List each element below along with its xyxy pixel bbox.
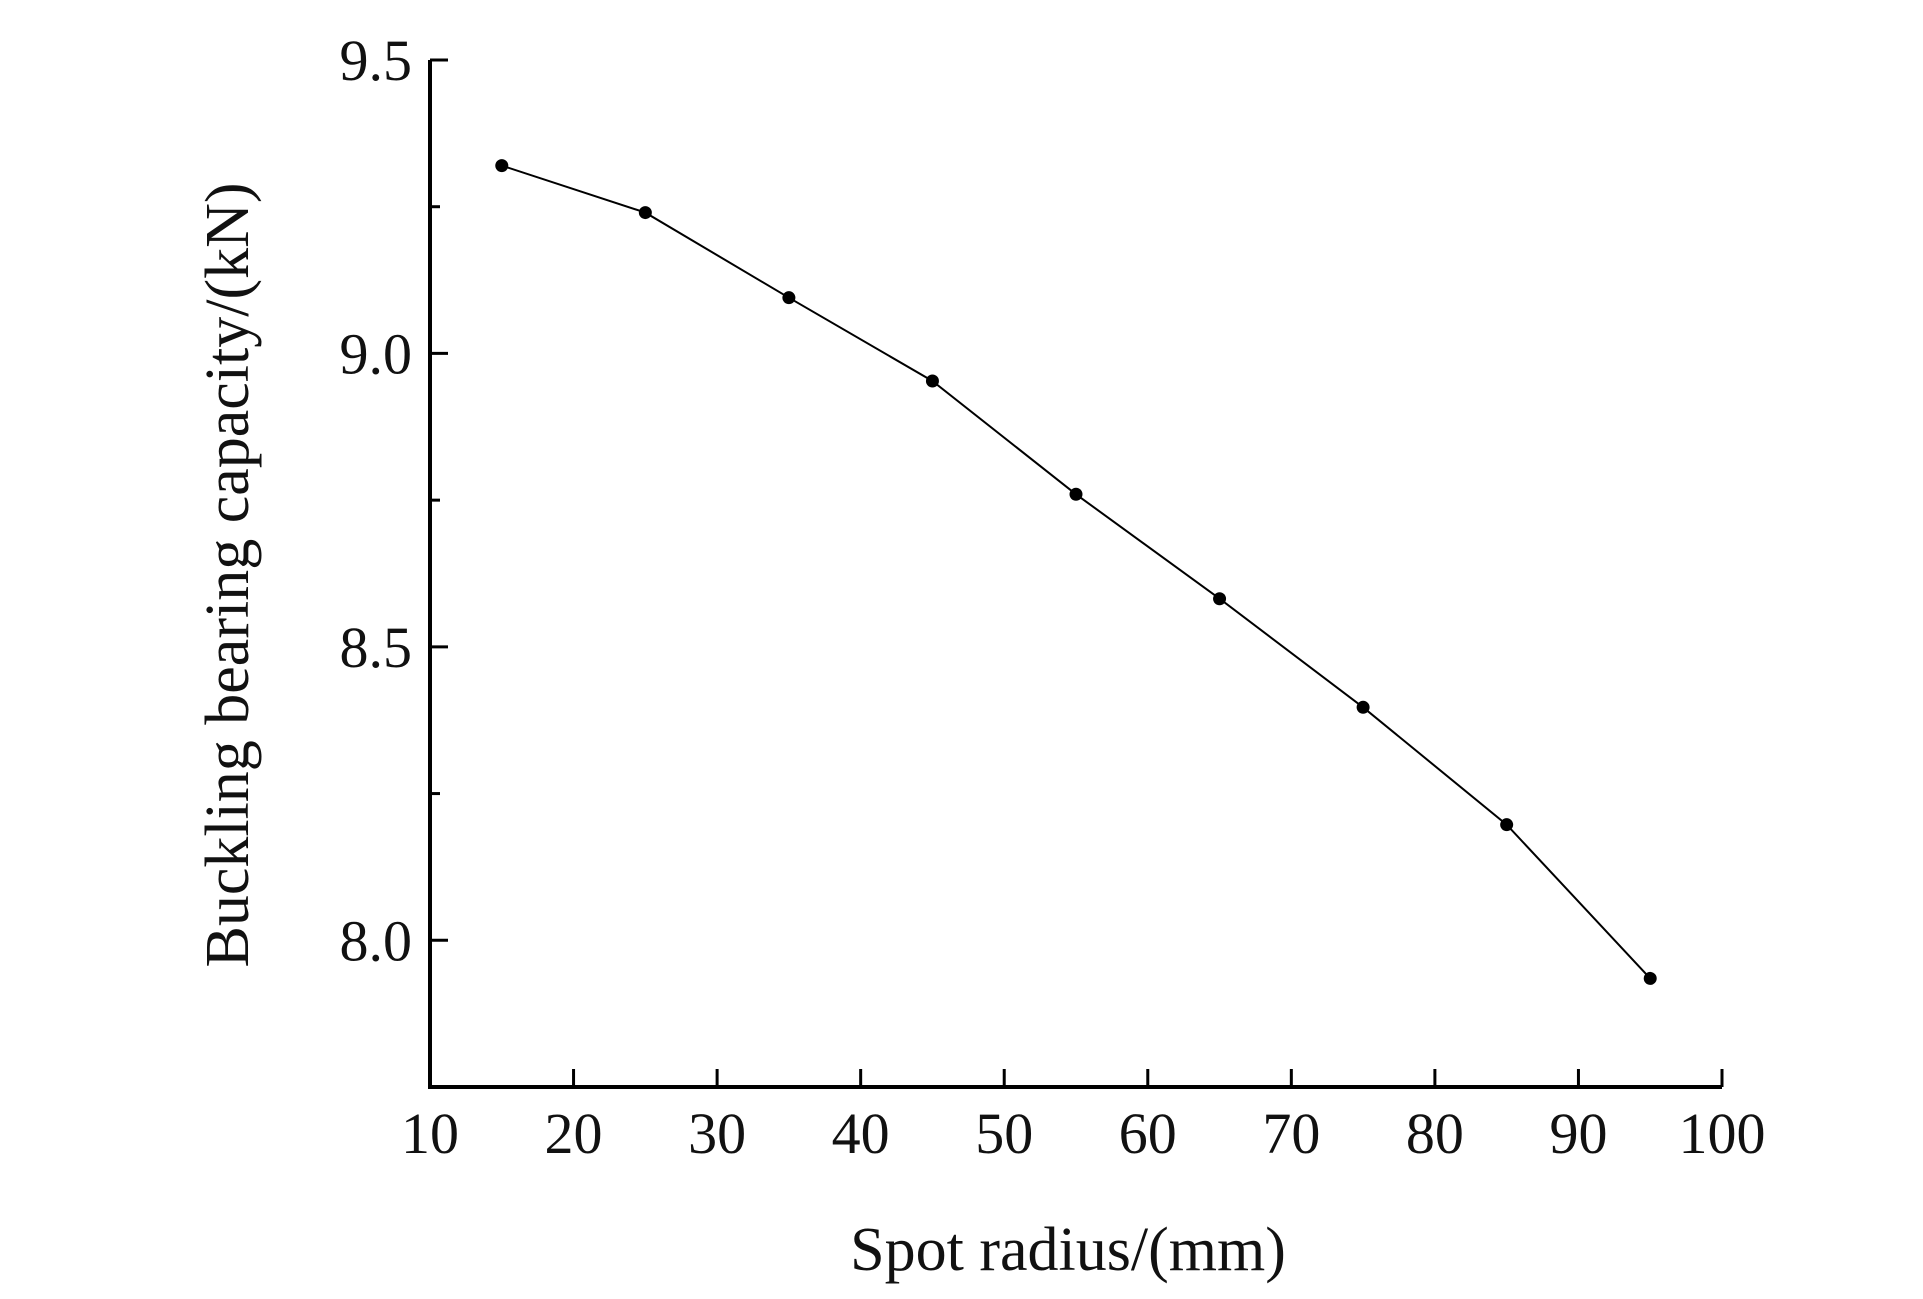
series-line — [501, 164, 1651, 980]
x-tick-label: 40 — [832, 1101, 890, 1166]
x-tick-label: 80 — [1406, 1101, 1464, 1166]
series-lines — [501, 164, 1651, 980]
data-point — [638, 206, 652, 220]
x-axis-title: Spot radius/(mm) — [850, 1216, 1286, 1284]
data-point — [1500, 818, 1514, 832]
x-tick-label: 70 — [1262, 1101, 1320, 1166]
data-point — [1643, 971, 1657, 985]
data-point — [1356, 700, 1370, 714]
x-tick-label: 100 — [1679, 1101, 1766, 1166]
data-point — [1213, 592, 1227, 606]
data-point — [782, 291, 796, 305]
x-tick-label: 20 — [545, 1101, 603, 1166]
data-point — [925, 374, 939, 388]
x-tick-label: 30 — [688, 1101, 746, 1166]
y-tick-label: 8.0 — [340, 908, 413, 973]
series-points — [495, 159, 1657, 985]
y-axis-ticks: 8.0 8.5 9.0 9.5 — [340, 28, 448, 973]
y-tick-label: 8.5 — [340, 615, 413, 680]
plot-area: 10 20 30 40 50 60 70 80 90 100 8.0 8.5 9.0 9.5 — [340, 28, 1766, 1166]
y-tick-label: 9.0 — [340, 321, 413, 386]
data-point — [1069, 487, 1083, 501]
x-tick-label: 50 — [975, 1101, 1033, 1166]
x-axis-ticks: 10 20 30 40 50 60 70 80 90 100 — [401, 1069, 1766, 1166]
y-tick-label: 9.5 — [340, 28, 413, 93]
x-tick-label: 10 — [401, 1101, 459, 1166]
x-tick-label: 60 — [1119, 1101, 1177, 1166]
x-tick-label: 90 — [1549, 1101, 1607, 1166]
data-point — [495, 159, 509, 173]
y-axis-title: Buckling bearing capacity/(kN) — [194, 182, 262, 967]
